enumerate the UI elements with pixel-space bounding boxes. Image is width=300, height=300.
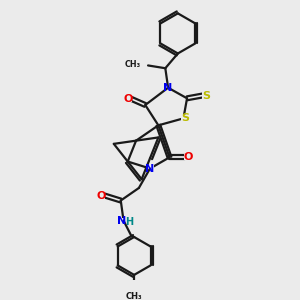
FancyBboxPatch shape — [181, 115, 189, 122]
FancyBboxPatch shape — [202, 92, 210, 99]
Text: O: O — [184, 152, 193, 162]
Text: S: S — [202, 91, 210, 100]
FancyBboxPatch shape — [98, 193, 105, 199]
FancyBboxPatch shape — [117, 218, 125, 224]
Text: N: N — [146, 164, 154, 173]
Text: H: H — [125, 217, 133, 227]
Text: CH₃: CH₃ — [124, 60, 140, 69]
Text: O: O — [124, 94, 133, 104]
FancyBboxPatch shape — [125, 96, 133, 102]
FancyBboxPatch shape — [146, 165, 154, 172]
Text: N: N — [117, 216, 126, 226]
Text: N: N — [164, 83, 173, 93]
Text: S: S — [181, 113, 189, 123]
Text: O: O — [97, 190, 106, 200]
FancyBboxPatch shape — [184, 154, 192, 161]
Text: CH₃: CH₃ — [126, 292, 142, 300]
